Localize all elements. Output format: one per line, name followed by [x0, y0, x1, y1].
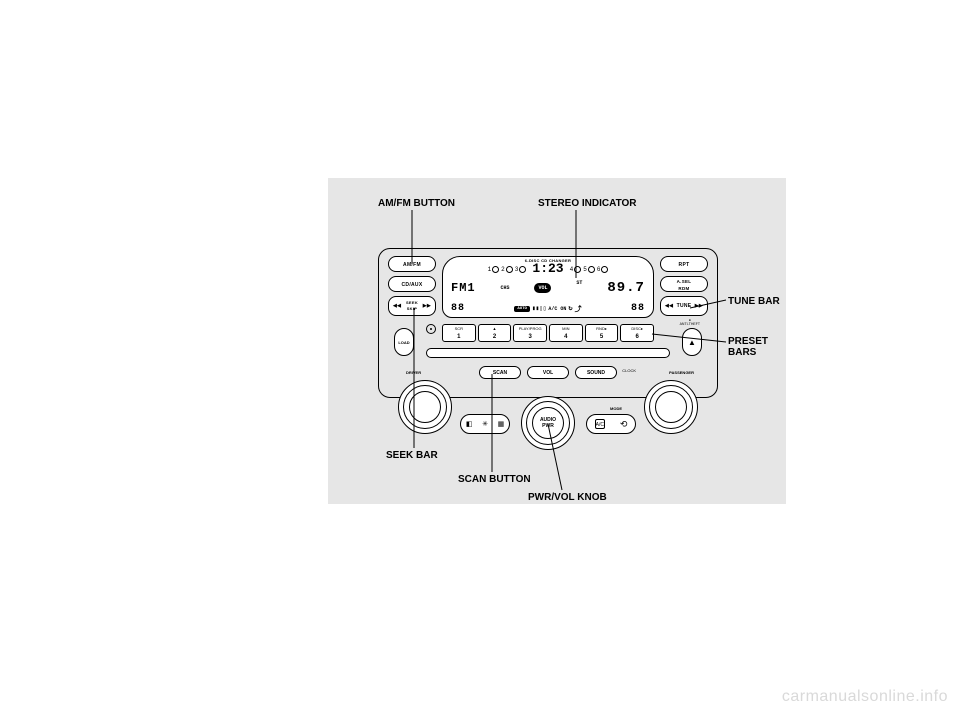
preset-5[interactable]: RND▸5: [585, 324, 619, 342]
passenger-temp-knob[interactable]: [644, 380, 698, 434]
tune-left-icon: ◀◀: [665, 296, 673, 316]
disc-5: 5: [583, 265, 595, 273]
anti-theft-indicator: ● ANTI-THEFT: [680, 318, 700, 326]
passenger-mode-toggle[interactable]: A/C ⟲: [586, 414, 636, 434]
climate-icons: AUTO ▮▮▯▯ A/C ON ↻ ⤴: [514, 304, 581, 314]
disc-4: 4: [570, 265, 582, 273]
preset-row: SCR1 ▲2 PLAY/PROG3 MIN4 RND▸5 DISC▸6: [442, 324, 654, 342]
temp-right: 88: [631, 303, 645, 314]
diagram-frame: AM/FM BUTTON STEREO INDICATOR TUNE BAR P…: [328, 178, 786, 504]
amfm-button[interactable]: AM/FM: [388, 256, 436, 272]
clock-label: CLOCK: [622, 368, 636, 373]
auto-indicator: AUTO: [514, 306, 530, 312]
preset-6[interactable]: DISC▸6: [620, 324, 654, 342]
watermark: carmanualsonline.info: [782, 688, 948, 706]
stereo-indicator: ST: [576, 280, 582, 286]
tune-label: TUNE: [677, 296, 692, 316]
chs-label: CHS: [501, 285, 510, 291]
temp-left: 88: [451, 303, 465, 314]
seek-label: SEEK SKIP: [406, 300, 418, 312]
bottom-display-line: 88 AUTO ▮▮▯▯ A/C ON ↻ ⤴ 88: [451, 303, 645, 314]
disc-6: 6: [597, 265, 609, 273]
disc-3: 3: [515, 265, 527, 273]
load-button[interactable]: LOAD: [394, 328, 414, 356]
passenger-label: PASSENGER: [669, 370, 694, 375]
vent-icon: ▦: [498, 420, 505, 428]
right-button-column: RPT A.SEL RDM ◀◀ TUNE ▶▶: [660, 256, 708, 320]
seek-left-icon: ◀◀: [393, 296, 401, 316]
callout-pwrvol: PWR/VOL KNOB: [528, 492, 607, 503]
driver-mode-toggle[interactable]: ◧ ✳ ▦: [460, 414, 510, 434]
preset-3[interactable]: PLAY/PROG3: [513, 324, 547, 342]
disc-2: 2: [501, 265, 513, 273]
preset-2[interactable]: ▲2: [478, 324, 512, 342]
fan-icon: ✳: [482, 420, 488, 428]
cdaux-button[interactable]: CD/AUX: [388, 276, 436, 292]
main-display-line: FM1 CHS VOL ST 89.7: [451, 280, 645, 296]
rpt-button[interactable]: RPT: [660, 256, 708, 272]
eject-button[interactable]: ▲: [682, 328, 702, 356]
callout-amfm: AM/FM BUTTON: [378, 198, 455, 209]
display-screen: 6-DISC CD CHANGER 1 2 3 1:23 4 5 6 FM1 C…: [442, 256, 654, 318]
seek-right-icon: ▶▶: [423, 296, 431, 316]
disc-indicator-row: 1 2 3 1:23 4 5 6: [443, 265, 653, 273]
seek-skip-bar[interactable]: ◀◀ SEEK SKIP ▶▶: [388, 296, 436, 316]
disc-1: 1: [488, 265, 500, 273]
cd-slot[interactable]: [426, 348, 670, 358]
recirc-icon: ⟲: [620, 419, 628, 430]
callout-scan: SCAN BUTTON: [458, 474, 531, 485]
scan-button[interactable]: SCAN: [479, 366, 521, 379]
clock-display: 1:23: [532, 265, 563, 273]
left-button-column: AM/FM CD/AUX ◀◀ SEEK SKIP ▶▶: [388, 256, 436, 320]
ac-toggle: A/C: [595, 419, 605, 429]
vol-indicator: VOL: [534, 283, 551, 293]
asel-rdm-button[interactable]: A.SEL RDM: [660, 276, 708, 292]
defrost-icon: ◧: [466, 420, 473, 428]
band-indicator: FM1: [451, 281, 476, 295]
disc-icon: [426, 324, 436, 334]
callout-stereo: STEREO INDICATOR: [538, 198, 637, 209]
ac-indicator: A/C ON: [548, 306, 566, 312]
callout-preset: PRESET BARS: [728, 336, 768, 358]
sound-button[interactable]: SOUND: [575, 366, 617, 379]
mode-label: MODE: [610, 406, 622, 411]
preset-4[interactable]: MIN4: [549, 324, 583, 342]
driver-temp-knob[interactable]: [398, 380, 452, 434]
driver-label: DRIVER: [406, 370, 421, 375]
tune-bar[interactable]: ◀◀ TUNE ▶▶: [660, 296, 708, 316]
preset-1[interactable]: SCR1: [442, 324, 476, 342]
callout-tune: TUNE BAR: [728, 296, 780, 307]
pwr-vol-knob[interactable]: [521, 396, 575, 450]
frequency-display: 89.7: [607, 280, 645, 296]
vol-button[interactable]: VOL: [527, 366, 569, 379]
tune-right-icon: ▶▶: [695, 296, 703, 316]
mid-button-row: SCAN VOL SOUND: [466, 366, 630, 379]
radio-unit: AM/FM CD/AUX ◀◀ SEEK SKIP ▶▶ RPT A.SEL R…: [378, 248, 718, 468]
